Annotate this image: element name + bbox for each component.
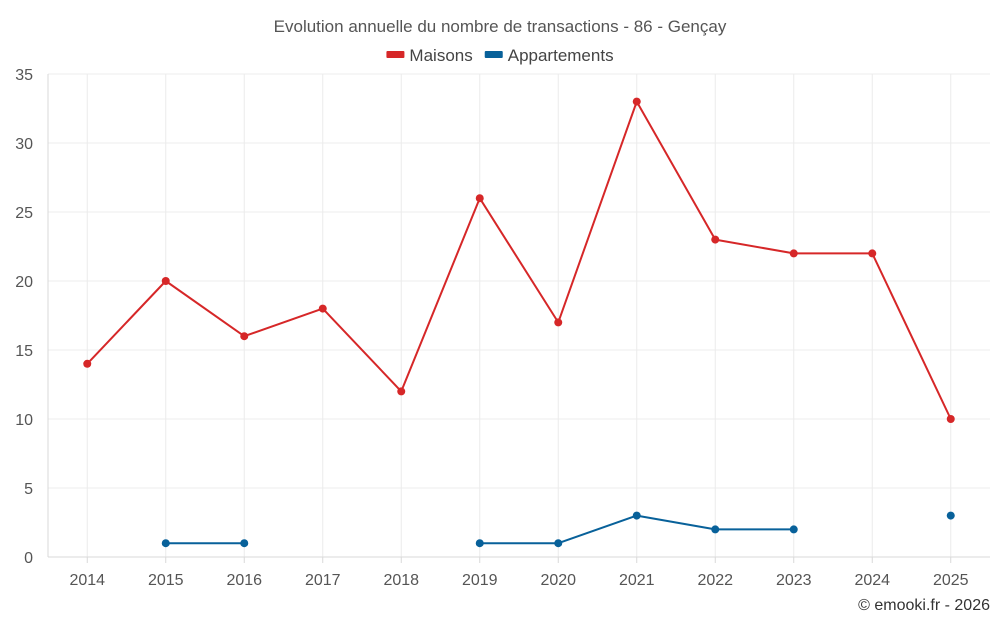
y-tick-label: 20 bbox=[15, 274, 33, 291]
y-tick-label: 30 bbox=[15, 136, 33, 153]
data-point bbox=[475, 194, 484, 203]
data-point bbox=[868, 249, 877, 258]
chart-title: Evolution annuelle du nombre de transact… bbox=[274, 17, 727, 36]
credit-text: © emooki.fr - 2026 bbox=[858, 597, 990, 614]
data-point bbox=[632, 97, 641, 106]
y-tick-label: 25 bbox=[15, 205, 33, 222]
legend-item-maisons: Maisons bbox=[386, 46, 473, 65]
series-layer bbox=[83, 97, 955, 548]
legend-swatch bbox=[484, 51, 503, 58]
data-point bbox=[789, 249, 798, 258]
y-tick-label: 10 bbox=[15, 412, 33, 429]
x-tick-label: 2016 bbox=[226, 572, 262, 589]
data-point bbox=[946, 511, 955, 520]
x-tick-label: 2021 bbox=[619, 572, 655, 589]
x-tick-label: 2014 bbox=[69, 572, 105, 589]
y-tick-label: 5 bbox=[24, 481, 33, 498]
y-tick-label: 35 bbox=[15, 67, 33, 84]
x-tick-label: 2019 bbox=[462, 572, 498, 589]
data-point bbox=[632, 511, 641, 520]
legend-label: Appartements bbox=[508, 46, 614, 65]
data-point bbox=[711, 525, 720, 534]
legend-swatch bbox=[386, 51, 405, 58]
data-point bbox=[554, 318, 563, 327]
x-tick-label: 2020 bbox=[540, 572, 576, 589]
data-point bbox=[161, 539, 170, 548]
data-point bbox=[711, 235, 720, 244]
x-tick-label: 2022 bbox=[697, 572, 733, 589]
data-point bbox=[397, 387, 406, 396]
x-tick-label: 2015 bbox=[148, 572, 184, 589]
series-appartements bbox=[161, 511, 955, 548]
data-point bbox=[475, 539, 484, 548]
data-point bbox=[789, 525, 798, 534]
series-line bbox=[86, 100, 952, 420]
x-tick-label: 2023 bbox=[776, 572, 812, 589]
gridlines bbox=[48, 73, 990, 557]
legend: Maisons Appartements bbox=[386, 46, 614, 65]
x-tick-label: 2018 bbox=[383, 572, 419, 589]
data-point bbox=[240, 332, 249, 341]
x-tick-label: 2024 bbox=[854, 572, 890, 589]
legend-label: Maisons bbox=[409, 46, 472, 65]
y-tick-label: 15 bbox=[15, 343, 33, 360]
data-point bbox=[240, 539, 249, 548]
data-point bbox=[554, 539, 563, 548]
x-tick-label: 2017 bbox=[305, 572, 341, 589]
data-point bbox=[83, 359, 92, 368]
data-point bbox=[161, 277, 170, 285]
data-point bbox=[946, 415, 955, 423]
y-tick-label: 0 bbox=[24, 550, 33, 567]
series-maisons bbox=[83, 97, 955, 423]
data-point bbox=[318, 304, 327, 313]
legend-item-appartements: Appartements bbox=[484, 46, 614, 65]
x-tick-label: 2025 bbox=[933, 572, 969, 589]
